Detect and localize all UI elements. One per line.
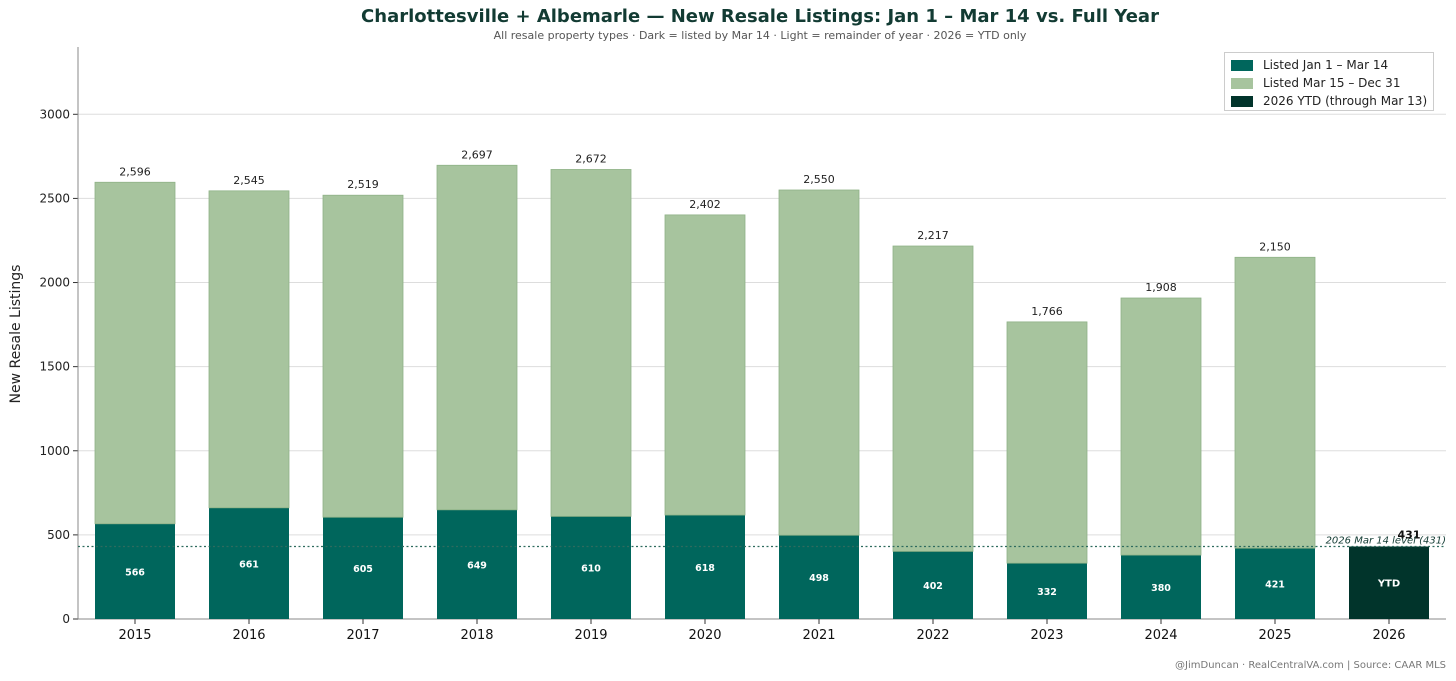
bar-inner-label: 421	[1265, 580, 1285, 591]
bar-listed-by-mar-14	[95, 523, 175, 619]
bar-total-label: 2,672	[575, 152, 607, 165]
y-tick-label: 3000	[39, 107, 70, 121]
x-tick-label: 2024	[1144, 628, 1177, 643]
bar-total-label: 431	[1398, 528, 1421, 541]
bar-listed-remainder	[208, 190, 290, 509]
bar-inner-label: 380	[1151, 583, 1171, 594]
legend-swatch	[1231, 95, 1253, 107]
bar-listed-remainder	[322, 194, 404, 518]
bar-listed-remainder	[436, 164, 518, 511]
y-tick-label: 2000	[39, 276, 70, 290]
legend-swatch	[1231, 77, 1253, 89]
bar-inner-label: 605	[353, 564, 373, 575]
bar-listed-by-mar-14	[437, 509, 517, 619]
legend-item-listed-remainder: Listed Mar 15 – Dec 31	[1231, 74, 1433, 92]
bar-total-label: 2,697	[461, 148, 493, 161]
bar-listed-by-mar-14	[1121, 555, 1201, 619]
legend-item-listed-by-mar-14: Listed Jan 1 – Mar 14	[1231, 56, 1433, 74]
y-tick-label: 0	[62, 612, 70, 626]
bar-labels: 566 2,596 661 2,545 605 2,519 649 2,697 610 2,672…	[78, 148, 1446, 598]
chart-subtitle: All resale property types · Dark = liste…	[493, 29, 1027, 42]
x-tick-label: 2017	[346, 628, 379, 643]
bar-inner-label: 402	[923, 581, 943, 592]
x-tick-label: 2020	[688, 628, 721, 643]
x-tick-label: 2025	[1258, 628, 1291, 643]
legend-label: Listed Jan 1 – Mar 14	[1263, 58, 1389, 72]
x-tick-label: 2023	[1030, 628, 1063, 643]
bar-listed-by-mar-14	[893, 551, 973, 619]
bar-total-label: 2,550	[803, 173, 835, 186]
x-tick-label: 2021	[802, 628, 835, 643]
chart-title: Charlottesville + Albemarle — New Resale…	[361, 6, 1159, 27]
bar-listed-by-mar-14	[1235, 548, 1315, 619]
bar-total-label: 1,766	[1031, 305, 1063, 318]
y-tick-label: 1000	[39, 444, 70, 458]
bar-total-label: 2,217	[917, 229, 949, 242]
bar-inner-label: 498	[809, 573, 829, 584]
bar-inner-label: 649	[467, 560, 487, 571]
y-tick-label: 500	[47, 528, 70, 542]
bar-listed-remainder	[1120, 297, 1202, 556]
bar-total-label: 2,402	[689, 198, 721, 211]
bar-total-label: 2,519	[347, 178, 379, 191]
bar-inner-label: YTD	[1377, 579, 1400, 590]
x-tick-label: 2015	[118, 628, 151, 643]
bar-listed-by-mar-14	[665, 515, 745, 619]
bar-listed-by-mar-14	[779, 535, 859, 619]
x-tick-label: 2018	[460, 628, 493, 643]
bar-total-label: 2,545	[233, 174, 265, 187]
x-tick-label: 2019	[574, 628, 607, 643]
y-axis-label: New Resale Listings	[8, 265, 24, 404]
bar-listed-remainder	[1006, 321, 1088, 564]
bar-listed-remainder	[778, 189, 860, 536]
y-tick-label: 1500	[39, 360, 70, 374]
x-tick-label: 2026	[1372, 628, 1405, 643]
gridlines	[78, 113, 1446, 536]
reference-line-label: 2026 Mar 14 level (431)	[1326, 535, 1446, 546]
bar-inner-label: 566	[125, 567, 145, 578]
bars	[94, 164, 1429, 619]
axes: 0 500 1000 1500 2000 2500 3000 2015 2016 2017 2018…	[39, 47, 1446, 643]
bar-listed-remainder	[892, 245, 974, 552]
legend-label: Listed Mar 15 – Dec 31	[1263, 76, 1401, 90]
bar-listed-by-mar-14	[551, 516, 631, 619]
legend-label: 2026 YTD (through Mar 13)	[1263, 94, 1428, 108]
y-tick-label: 2500	[39, 191, 70, 205]
bar-listed-remainder	[94, 181, 176, 525]
bar-inner-label: 618	[695, 563, 715, 574]
footer-credit: @JimDuncan · RealCentralVA.com | Source:…	[1175, 660, 1446, 671]
bar-listed-by-mar-14	[323, 517, 403, 619]
bar-listed-remainder	[550, 169, 632, 517]
legend-item-2026-ytd: 2026 YTD (through Mar 13)	[1231, 92, 1433, 110]
x-tick-label: 2022	[916, 628, 949, 643]
bar-listed-by-mar-14	[209, 507, 289, 619]
bar-listed-remainder	[664, 214, 746, 516]
bar-listed-remainder	[1234, 256, 1316, 549]
bar-total-label: 1,908	[1145, 281, 1177, 294]
legend: Listed Jan 1 – Mar 14 Listed Mar 15 – De…	[1224, 52, 1434, 111]
legend-swatch	[1231, 59, 1253, 71]
x-tick-label: 2016	[232, 628, 265, 643]
bar-inner-label: 610	[581, 564, 601, 575]
bar-total-label: 2,596	[119, 165, 151, 178]
bar-inner-label: 332	[1037, 587, 1057, 598]
bar-listed-by-mar-14	[1007, 563, 1087, 619]
bar-2026-ytd	[1349, 546, 1429, 619]
bar-inner-label: 661	[239, 559, 259, 570]
bar-total-label: 2,150	[1259, 240, 1291, 253]
